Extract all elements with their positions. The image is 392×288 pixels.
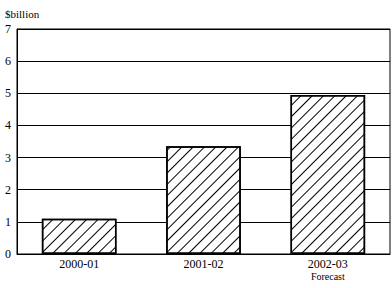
svg-text:1: 1 [5, 215, 11, 229]
svg-text:0: 0 [5, 247, 11, 261]
svg-text:2000-01: 2000-01 [59, 257, 99, 271]
svg-text:3: 3 [5, 151, 11, 165]
svg-text:2001-02: 2001-02 [184, 257, 224, 271]
svg-text:Forecast: Forecast [311, 271, 345, 282]
svg-text:2002-03: 2002-03 [308, 257, 348, 271]
svg-text:4: 4 [5, 118, 11, 132]
svg-text:7: 7 [5, 22, 11, 36]
svg-text:2: 2 [5, 183, 11, 197]
svg-text:6: 6 [5, 54, 11, 68]
svg-text:5: 5 [5, 86, 11, 100]
svg-text:$billion: $billion [5, 8, 40, 20]
